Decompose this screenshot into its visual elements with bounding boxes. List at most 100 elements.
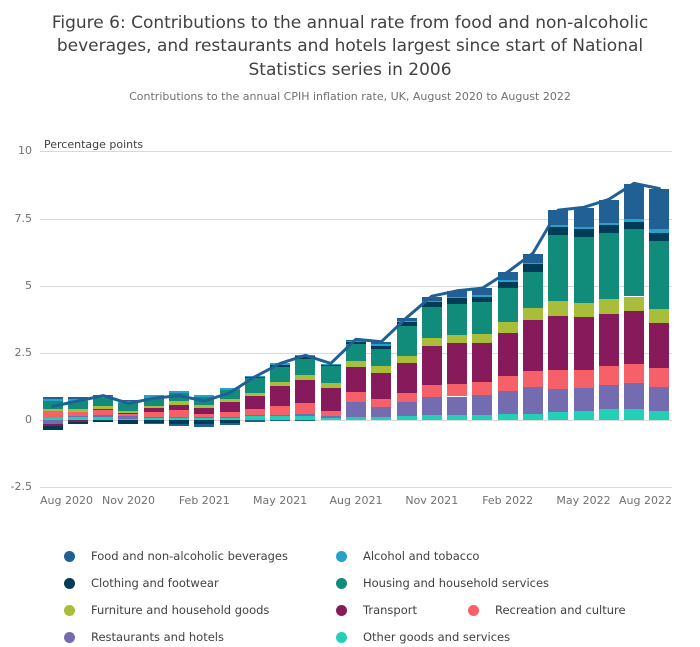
bar-segment [93,414,114,418]
bar-segment [573,317,594,370]
bar-segment [93,420,114,422]
bar-segment [548,370,569,389]
x-tick-label: Feb 2021 [178,494,230,508]
legend-item-transport: Transport [336,603,468,617]
bar-segment [396,318,417,321]
bar-segment [598,385,619,410]
bar-segment [421,397,442,415]
furniture-legend-dot-icon [64,604,75,616]
bar-segment [421,385,442,398]
bar-segment [93,409,114,415]
bar-segment [598,299,619,314]
bar-segment [548,411,569,421]
bar-segment [447,334,468,344]
bar-segment [522,262,543,265]
bar-segment [573,207,594,227]
bar-segment [270,386,291,407]
bar-segment [497,390,518,415]
bar-segment [93,408,114,410]
bar-segment [244,395,265,410]
bar-segment [42,417,63,421]
bar-segment [598,199,619,223]
bar-segment [270,414,291,417]
bar-segment [472,288,493,296]
bar-segment [194,413,215,418]
bar-segment [67,420,88,422]
bar-segment [346,401,366,417]
bar-segment [421,301,442,308]
bar-segment [522,414,543,421]
bar-segment [169,417,190,421]
bar-segment [472,414,493,421]
bar-segment [447,383,468,397]
bar-segment [194,396,215,405]
bar-segment [447,291,468,297]
bar-segment [270,382,291,387]
bar-segment [67,415,88,418]
bar-segment [244,420,265,422]
bar-segment [67,400,88,409]
bar-segment [649,323,670,368]
bar-segment [649,233,670,242]
bar-segment [194,394,215,397]
bar-segment [118,418,139,421]
bar-segment [421,338,442,347]
legend-item-housing: Housing and household services [336,576,549,590]
bar-segment [421,296,442,301]
legend-label: Food and non-alcoholic beverages [91,549,288,564]
bar-segment [396,402,417,417]
bar-segment [219,420,240,423]
bar-segment [67,398,88,401]
legend-label: Alcohol and tobacco [363,549,480,564]
bar-segment [93,406,114,409]
bar-segment [421,414,442,421]
bar-segment [447,303,468,335]
legend-row: Furniture and household goods Transport … [64,603,700,617]
gridline [40,151,672,153]
bar-segment [346,392,366,402]
bar-segment [497,332,518,376]
x-tick-label: Aug 2021 [329,494,383,508]
bar-segment [67,408,88,412]
bar-segment [42,425,63,430]
legend-item-alcohol: Alcohol and tobacco [336,549,479,563]
bar-segment [396,416,417,421]
bar-segment [573,302,594,318]
bar-segment [244,416,265,421]
bar-segment [573,369,594,389]
legend-item-food: Food and non-alcoholic beverages [64,549,336,563]
bar-segment [295,420,316,421]
bar-segment [169,390,190,393]
bar-segment [270,363,291,365]
bar-segment [624,218,645,222]
bar-segment [42,398,63,401]
bar-segment [320,366,341,383]
legend-label: Recreation and culture [495,603,626,618]
bar-segment [472,296,493,302]
bar-segment [346,340,366,342]
bar-segment [573,411,594,421]
bar-segment [67,417,88,421]
bar-segment [624,221,645,230]
bar-segment [624,311,645,364]
bar-segment [320,416,341,418]
bar-segment [143,397,164,406]
bar-segment [143,408,164,412]
bar-segment [270,416,291,421]
y-tick-label: 2.5 [14,345,33,359]
bar-segment [118,410,139,413]
x-tick-label: Aug 2020 [40,494,93,508]
bar-segment [194,420,215,425]
bar-segment [270,420,291,421]
x-tick-label: May 2021 [253,494,308,508]
bar-segment [522,253,543,263]
restaurants-legend-dot-icon [64,631,75,643]
bar-segment [118,412,139,414]
bar-segment [244,392,265,396]
bar-segment [447,296,468,298]
figure-title: Figure 6: Contributions to the annual ra… [51,13,649,80]
bar-segment [143,422,164,424]
legend-label: Transport [363,603,417,618]
bar-segment [624,383,645,409]
bar-segment [649,386,670,411]
